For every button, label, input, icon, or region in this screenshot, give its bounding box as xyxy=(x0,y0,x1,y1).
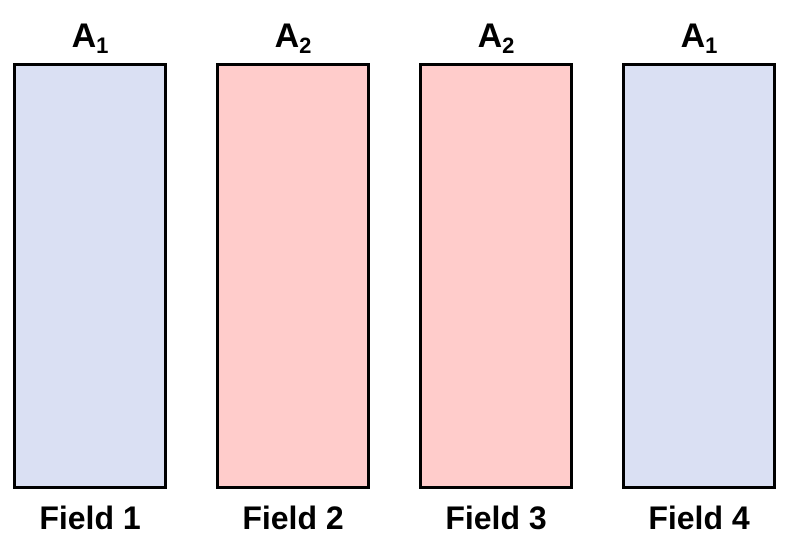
field-label: Field 3 xyxy=(445,500,547,536)
field-plot xyxy=(13,63,167,489)
field-plot xyxy=(622,63,776,489)
field-4: A1 Field 4 xyxy=(622,0,776,538)
field-1: A1 Field 1 xyxy=(13,0,167,538)
treatment-label: A2 xyxy=(477,17,515,58)
treatment-label: A2 xyxy=(274,17,312,58)
field-label: Field 4 xyxy=(648,500,750,536)
field-plot xyxy=(216,63,370,489)
field-label: Field 1 xyxy=(39,500,141,536)
field-2: A2 Field 2 xyxy=(216,0,370,538)
field-3: A2 Field 3 xyxy=(419,0,573,538)
field-plot xyxy=(419,63,573,489)
treatment-label: A1 xyxy=(71,17,109,58)
field-label: Field 2 xyxy=(242,500,344,536)
treatment-label: A1 xyxy=(680,17,718,58)
